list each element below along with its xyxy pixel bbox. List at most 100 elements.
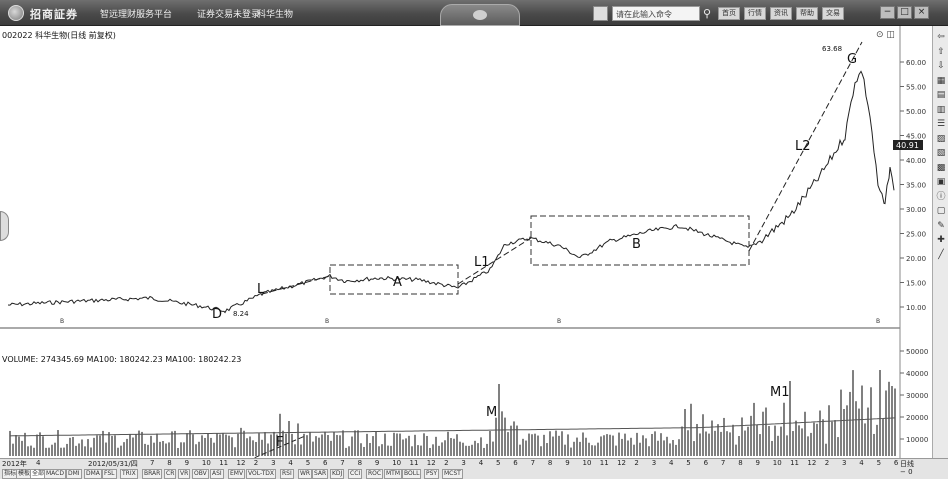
platform-subtitle: 智远理财服务平台: [100, 10, 173, 20]
current-price-value: 40.91: [896, 141, 919, 150]
indicator-tab[interactable]: CR: [164, 469, 177, 479]
date-label: 9: [374, 459, 380, 467]
indicator-tab[interactable]: OBV: [192, 469, 209, 479]
volume-axis: 50000 40000 30000 20000 10000: [900, 348, 928, 444]
toolbar-button-trade[interactable]: 交易: [822, 7, 844, 20]
arrow-left-icon[interactable]: ⇦: [937, 32, 945, 42]
price-tick-label: 10.00: [906, 304, 926, 312]
date-label: 3: [842, 459, 847, 467]
arrow-down-icon[interactable]: ⇩: [937, 61, 945, 71]
trend-line-l: [261, 275, 331, 295]
grid-icon[interactable]: ▤: [936, 90, 946, 100]
date-label: 5: [686, 459, 691, 467]
indicator-tab[interactable]: SAR: [312, 469, 329, 479]
indicator-tab[interactable]: MACD: [44, 469, 66, 479]
date-label: 10: [392, 459, 402, 467]
period-marker-1: B: [60, 318, 64, 325]
price-tick-label: 30.00: [906, 206, 926, 214]
arrow-up-icon[interactable]: ⇧: [937, 46, 945, 57]
date-label: 11: [409, 459, 419, 467]
tab-grip-icon: [473, 10, 487, 20]
date-label: 4: [478, 459, 484, 467]
price-axis: 60.00 55.00 50.00 45.00 40.00 35.00 30.00 25.00…: [900, 59, 926, 312]
cross-icon[interactable]: ✚: [937, 235, 945, 245]
menu-trade-login[interactable]: 证券交易未登录: [197, 10, 261, 20]
doc-icon[interactable]: ▥: [936, 104, 946, 115]
report-icon[interactable]: ▩: [936, 162, 946, 173]
command-input[interactable]: 请在此输入命令: [612, 6, 700, 21]
period-marker-3: B: [557, 318, 561, 325]
toolbar-button-quotes[interactable]: 行情: [744, 7, 766, 20]
date-label: 5: [496, 459, 501, 467]
indicator-tab[interactable]: DMI: [66, 469, 82, 479]
calc-icon[interactable]: ▢: [936, 206, 946, 216]
date-label: 10: [772, 459, 782, 467]
minimize-button[interactable]: −: [880, 6, 895, 19]
consolidation-box-a: [329, 264, 459, 295]
date-label: 3: [271, 459, 276, 467]
volume-tick-label: 50000: [906, 348, 928, 356]
keyboard-icon[interactable]: [593, 6, 608, 21]
zoom-control[interactable]: 日线 − 0: [900, 460, 930, 478]
date-label: 2: [824, 459, 830, 467]
indicator-tab[interactable]: TRIX: [120, 469, 138, 479]
date-label: 6: [323, 459, 328, 467]
close-button[interactable]: ×: [914, 6, 929, 19]
list-icon[interactable]: ☰: [936, 119, 946, 129]
indicator-tab[interactable]: ASI: [210, 469, 224, 479]
indicator-tab[interactable]: FSL: [102, 469, 117, 479]
current-price-tag: [893, 140, 923, 150]
indicator-tab[interactable]: BRAR: [142, 469, 163, 479]
date-label: 9: [184, 459, 190, 467]
volume-tick-label: 40000: [906, 370, 928, 378]
toolbar-button-home[interactable]: 首页: [718, 7, 740, 20]
zoom-minus-button[interactable]: −: [900, 468, 906, 476]
date-axis: 2012年 4 2012/05/31/四 7 8 9 10 11 12 2 3 4 5 6 7 8 9 10 11 1…: [0, 459, 900, 469]
toolbar-button-news[interactable]: 资讯: [770, 7, 792, 20]
stock-title: 002022 科华生物(日线 前复权): [2, 31, 116, 40]
date-label: 12: [807, 459, 817, 467]
date-label: 8: [167, 459, 172, 467]
price-tick-label: 15.00: [906, 280, 926, 288]
table-icon[interactable]: ▦: [936, 75, 946, 86]
indicator-tab[interactable]: DMA: [84, 469, 102, 479]
indicator-tab[interactable]: VOL-TDX: [246, 469, 276, 479]
info-icon[interactable]: ⓘ: [936, 191, 946, 202]
news-icon[interactable]: ▣: [936, 177, 946, 187]
label-l2: L2: [795, 139, 811, 154]
pen-icon[interactable]: ✎: [937, 220, 945, 231]
trend-line-l1: [457, 237, 532, 285]
date-label: 9: [755, 459, 760, 467]
date-label: 5: [305, 459, 311, 467]
toolbar-button-help[interactable]: 帮助: [796, 7, 818, 20]
indicator-tab[interactable]: ROC: [366, 469, 384, 479]
line-tool-icon[interactable]: ╱: [938, 249, 944, 260]
menu-stock-name[interactable]: 科华生物: [257, 10, 294, 20]
indicator-tab[interactable]: MCST: [442, 469, 463, 479]
indicator-tab[interactable]: VR: [178, 469, 191, 479]
indicator-tab[interactable]: EMV: [228, 469, 246, 479]
zoom-period-label[interactable]: 日线: [900, 460, 914, 468]
label-m1: M1: [770, 385, 790, 400]
maximize-button[interactable]: □: [897, 6, 912, 19]
consolidation-box-b: [530, 215, 750, 266]
indicator-tab[interactable]: WR: [298, 469, 313, 479]
indicator-tab[interactable]: MTM: [384, 469, 403, 479]
bottom-bar: 2012年 4 2012/05/31/四 7 8 9 10 11 12 2 3 4 5 6 7 8 9 10 11 1…: [0, 458, 948, 479]
page-icon[interactable]: ▧: [936, 148, 946, 158]
center-tab-handle[interactable]: [440, 4, 520, 26]
label-l1: L1: [474, 255, 490, 270]
label-b: B: [632, 237, 641, 252]
indicator-tab[interactable]: BOLL: [402, 469, 422, 479]
chart-icon[interactable]: ▨: [936, 133, 946, 144]
volume-tick-label: 10000: [906, 436, 928, 444]
indicator-tab[interactable]: RSI: [280, 469, 294, 479]
indicator-tab[interactable]: PSY: [424, 469, 440, 479]
chart-settings-icon[interactable]: ⊙ ◫: [876, 30, 895, 40]
right-toolbar: ⇦ ⇧ ⇩ ▦ ▤ ▥ ☰ ▨ ▧ ▩ ▣ ⓘ ▢ ✎ ✚ ╱: [932, 26, 948, 479]
kline-chart[interactable]: 60.00 55.00 50.00 45.00 40.00 35.00 30.00 25.00…: [0, 26, 932, 458]
search-icon[interactable]: ⚲: [703, 7, 712, 20]
indicator-tab[interactable]: KDJ: [330, 469, 345, 479]
app-logo-icon: [8, 5, 24, 21]
indicator-tab[interactable]: CCI: [348, 469, 363, 479]
